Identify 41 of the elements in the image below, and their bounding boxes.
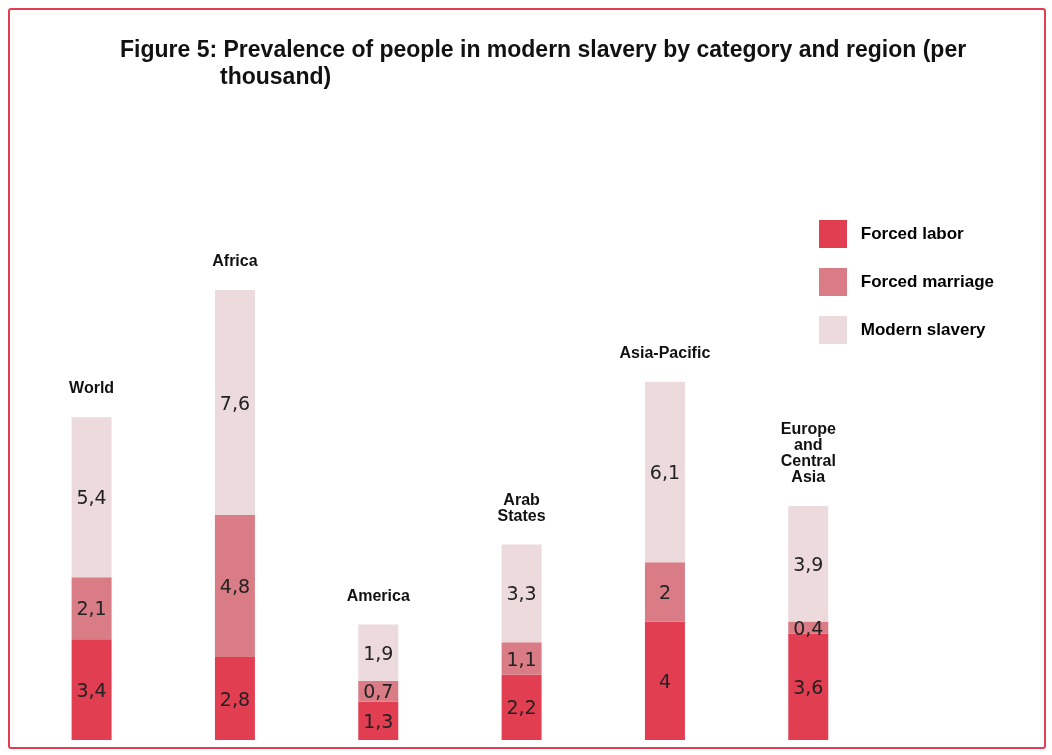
x-tick-label: Africa <box>212 252 258 269</box>
bar <box>644 381 685 563</box>
legend-label: Modern slavery <box>860 320 986 340</box>
data-label: 1,9 <box>363 641 394 664</box>
bar <box>214 657 255 740</box>
data-label: 3,9 <box>793 552 824 575</box>
data-label: 2 <box>658 580 671 603</box>
data-label: 3,6 <box>793 675 824 698</box>
bar <box>644 621 685 740</box>
x-tick-label: Europe and Central Asia <box>780 420 836 486</box>
bar <box>358 624 399 681</box>
x-tick-label: Arab States <box>497 490 546 524</box>
chart-title: Figure 5: Prevalence of people in modern slavery by category and region (per thousand) <box>120 36 968 90</box>
data-label: 0,4 <box>793 616 824 639</box>
data-label: 2,1 <box>76 597 107 620</box>
bar <box>71 639 112 740</box>
x-tick-label: World <box>69 379 115 397</box>
data-label: 2,2 <box>506 696 537 719</box>
legend-label: Forced marriage <box>860 272 994 292</box>
bar <box>501 674 542 740</box>
bar <box>644 562 685 622</box>
data-label: 1,3 <box>363 709 394 732</box>
data-label: 2,8 <box>219 687 251 710</box>
data-label: 4,8 <box>219 575 251 598</box>
data-label: 3,3 <box>506 582 537 605</box>
x-tick-label: Asia-Pacific <box>619 343 711 361</box>
bar <box>71 577 112 640</box>
data-label: 4 <box>658 669 671 692</box>
bar <box>214 290 255 515</box>
bar <box>71 417 112 578</box>
bar <box>214 515 255 658</box>
data-label: 3,4 <box>76 678 107 701</box>
bar <box>501 544 542 643</box>
data-label: 6,1 <box>649 461 681 484</box>
bar <box>788 506 829 622</box>
data-label: 5,4 <box>76 486 107 509</box>
data-label: 7,6 <box>219 391 251 414</box>
legend-label: Forced labor <box>860 224 964 244</box>
x-tick-label: America <box>346 586 410 604</box>
data-label: 1,1 <box>506 647 537 670</box>
data-label: 0,7 <box>363 680 394 703</box>
